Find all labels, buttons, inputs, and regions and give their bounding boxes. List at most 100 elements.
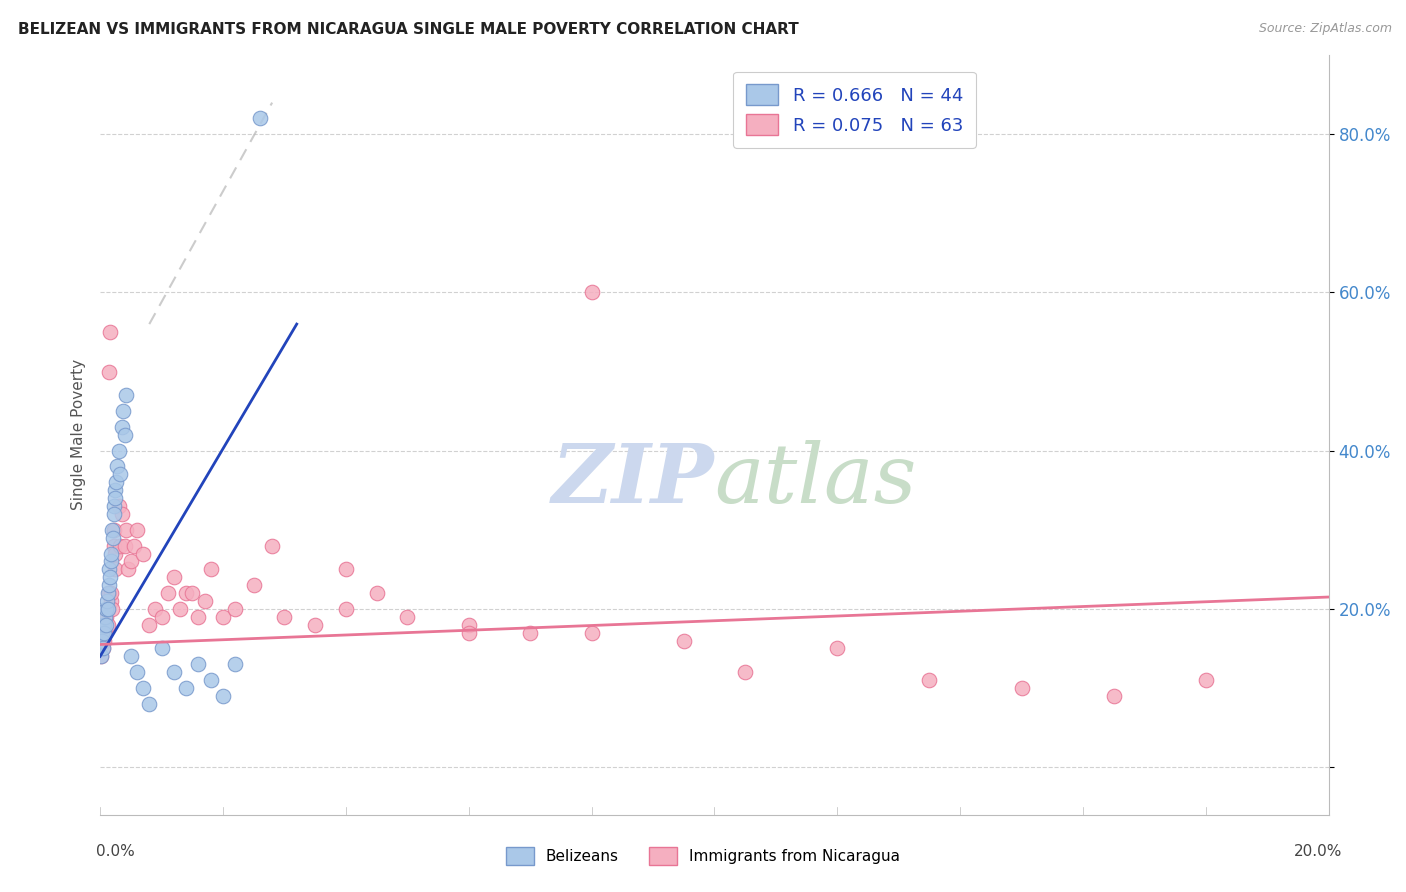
Point	[93, 633, 115, 648]
Point	[91, 633, 114, 648]
Point	[91, 633, 114, 648]
Point	[97, 602, 120, 616]
Point	[581, 625, 603, 640]
Point	[169, 602, 191, 616]
Point	[174, 586, 197, 600]
Point	[93, 625, 115, 640]
Legend: R = 0.666   N = 44, R = 0.075   N = 63: R = 0.666 N = 44, R = 0.075 N = 63	[733, 71, 976, 148]
Point	[103, 507, 125, 521]
Point	[132, 681, 155, 695]
Point	[581, 285, 603, 300]
Point	[827, 641, 849, 656]
Point	[94, 617, 117, 632]
Point	[105, 459, 128, 474]
Point	[104, 547, 127, 561]
Point	[103, 523, 125, 537]
Point	[108, 467, 131, 482]
Point	[104, 483, 127, 498]
Point	[187, 609, 209, 624]
Point	[104, 491, 127, 505]
Point	[150, 609, 173, 624]
Point	[100, 594, 122, 608]
Point	[93, 617, 115, 632]
Point	[457, 625, 479, 640]
Point	[163, 665, 186, 680]
Point	[1011, 681, 1033, 695]
Point	[97, 602, 120, 616]
Point	[114, 539, 136, 553]
Point	[187, 657, 209, 672]
Point	[90, 649, 112, 664]
Text: BELIZEAN VS IMMIGRANTS FROM NICARAGUA SINGLE MALE POVERTY CORRELATION CHART: BELIZEAN VS IMMIGRANTS FROM NICARAGUA SI…	[18, 22, 799, 37]
Point	[212, 609, 235, 624]
Point	[91, 625, 114, 640]
Point	[273, 609, 295, 624]
Point	[97, 578, 120, 592]
Point	[96, 594, 118, 608]
Point	[1195, 673, 1218, 687]
Point	[335, 562, 357, 576]
Point	[262, 539, 284, 553]
Point	[101, 523, 124, 537]
Point	[98, 586, 121, 600]
Point	[114, 427, 136, 442]
Point	[90, 649, 112, 664]
Point	[125, 665, 148, 680]
Point	[335, 602, 357, 616]
Point	[163, 570, 186, 584]
Legend: Belizeans, Immigrants from Nicaragua: Belizeans, Immigrants from Nicaragua	[501, 841, 905, 871]
Point	[91, 625, 114, 640]
Point	[98, 325, 121, 339]
Point	[98, 562, 121, 576]
Point	[193, 594, 215, 608]
Point	[1102, 689, 1125, 703]
Point	[242, 578, 264, 592]
Point	[94, 625, 117, 640]
Point	[94, 609, 117, 624]
Point	[132, 547, 155, 561]
Point	[105, 475, 128, 490]
Point	[111, 507, 134, 521]
Point	[156, 586, 179, 600]
Point	[672, 633, 695, 648]
Point	[91, 617, 114, 632]
Point	[249, 112, 271, 126]
Text: 20.0%: 20.0%	[1295, 845, 1343, 859]
Point	[138, 697, 160, 711]
Point	[104, 562, 127, 576]
Point	[103, 539, 125, 553]
Point	[93, 617, 115, 632]
Point	[457, 617, 479, 632]
Point	[101, 531, 124, 545]
Point	[115, 523, 138, 537]
Point	[304, 617, 326, 632]
Point	[101, 602, 124, 616]
Point	[100, 586, 122, 600]
Point	[112, 404, 135, 418]
Point	[97, 365, 120, 379]
Point	[91, 641, 114, 656]
Point	[96, 609, 118, 624]
Point	[117, 562, 139, 576]
Point	[115, 388, 138, 402]
Point	[200, 673, 222, 687]
Point	[174, 681, 197, 695]
Text: atlas: atlas	[714, 441, 917, 520]
Text: ZIP: ZIP	[551, 441, 714, 520]
Point	[138, 617, 160, 632]
Point	[125, 523, 148, 537]
Point	[120, 554, 142, 568]
Point	[200, 562, 222, 576]
Point	[96, 617, 118, 632]
Text: Source: ZipAtlas.com: Source: ZipAtlas.com	[1258, 22, 1392, 36]
Point	[96, 586, 118, 600]
Point	[212, 689, 235, 703]
Point	[111, 420, 134, 434]
Point	[519, 625, 541, 640]
Y-axis label: Single Male Poverty: Single Male Poverty	[72, 359, 86, 510]
Point	[366, 586, 388, 600]
Text: 0.0%: 0.0%	[96, 845, 135, 859]
Point	[181, 586, 204, 600]
Point	[145, 602, 167, 616]
Point	[103, 499, 125, 513]
